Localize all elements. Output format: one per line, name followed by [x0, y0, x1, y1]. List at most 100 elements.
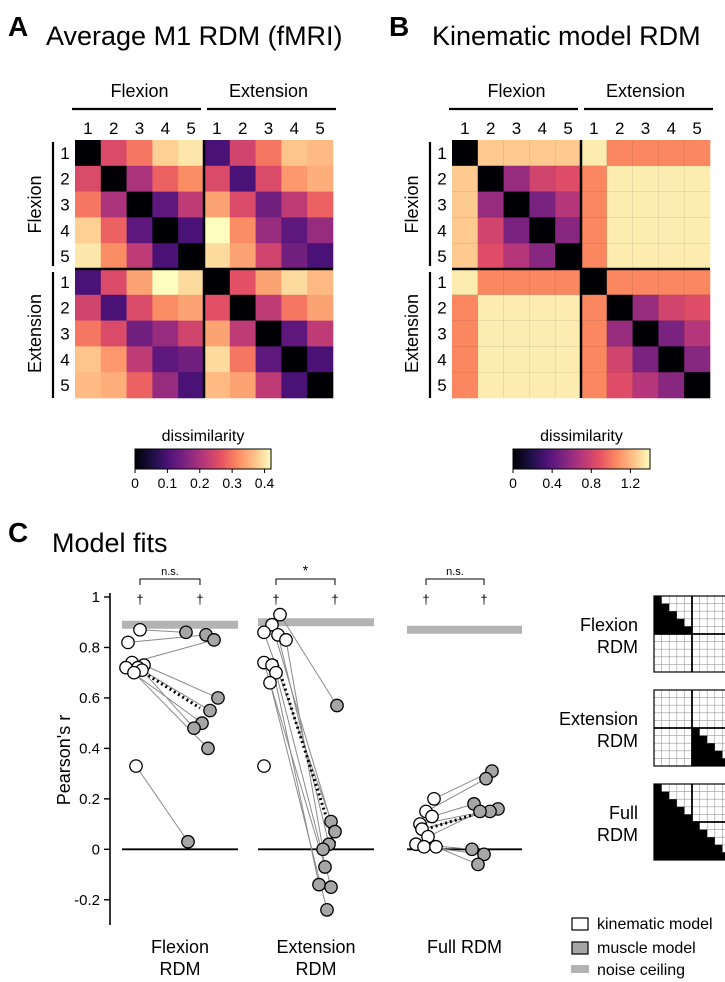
- heatmap-cell: [178, 243, 205, 270]
- colorbar-a: dissimilarity 0 0.1 0.2 0.3 0.4: [131, 428, 274, 491]
- significance-bracket: [139, 578, 201, 585]
- heatmap-cell: [529, 165, 556, 192]
- heatmap-cell: [75, 217, 102, 244]
- heatmap-cell: [503, 165, 530, 192]
- heatmap-cell: [152, 191, 179, 218]
- heatmap-cell: [204, 243, 231, 270]
- y-tick-label: 0.8: [79, 639, 100, 656]
- heatmap-cell: [477, 294, 504, 321]
- heatmap-cell: [126, 320, 153, 347]
- row-tick-label: 2: [437, 299, 446, 318]
- heatmap-cell: [204, 294, 231, 321]
- muscle-point: [320, 903, 334, 917]
- row-tick-label: 3: [437, 196, 446, 215]
- column-tick-label: 3: [641, 119, 650, 138]
- colorbar-tick-label: 0.4: [255, 475, 275, 491]
- dagger-mark: †: [196, 592, 203, 607]
- row-tick-label: 2: [437, 170, 446, 189]
- column-tick-label: 3: [512, 119, 521, 138]
- muscle-point: [330, 698, 344, 713]
- heatmap-cell: [684, 243, 711, 270]
- category-label: RDM: [296, 959, 337, 979]
- heatmap-cell: [503, 269, 530, 296]
- kinematic-point: [121, 635, 135, 650]
- heatmap-cell: [606, 372, 633, 399]
- group-label-flexion: Flexion: [110, 81, 168, 101]
- heatmap-cell: [204, 372, 231, 399]
- muscle-point: [201, 741, 215, 756]
- heatmap-cell: [126, 269, 153, 296]
- subject-line: [141, 669, 195, 729]
- heatmap-cell: [152, 165, 179, 192]
- panel-b-letter: B: [389, 11, 409, 42]
- heatmap-cell: [555, 191, 582, 218]
- heatmap-cell: [204, 140, 231, 167]
- y-tick-label: 0.2: [79, 791, 100, 808]
- heatmap-cell: [684, 320, 711, 347]
- column-tick-label: 5: [692, 119, 701, 138]
- row-tick-label: 2: [60, 299, 69, 318]
- heatmap-cell: [204, 165, 231, 192]
- muscle-point: [211, 691, 225, 705]
- kinematic-point: [269, 665, 283, 680]
- heatmap-cell: [503, 346, 530, 373]
- heatmap-cell: [452, 294, 479, 321]
- heatmap-cell: [684, 191, 711, 218]
- heatmap-cell: [452, 372, 479, 399]
- heatmap-cell: [452, 346, 479, 373]
- kinematic-point: [263, 675, 277, 690]
- heatmap-cell: [477, 243, 504, 270]
- category-label: Full RDM: [427, 937, 502, 957]
- heatmap-cell: [581, 165, 608, 192]
- heatmap-cell: [452, 165, 479, 192]
- muscle-point: [479, 771, 493, 786]
- schematic-fill: [654, 596, 692, 634]
- row-tick-label: 1: [437, 144, 446, 163]
- panel-a-letter: A: [8, 11, 28, 42]
- heatmap-cell: [606, 269, 633, 296]
- heatmap-cell: [126, 243, 153, 270]
- heatmap-cell: [632, 269, 659, 296]
- heatmap-cell: [281, 191, 308, 218]
- subject-line: [135, 765, 189, 843]
- muscle-point: [312, 877, 326, 892]
- colorbar-tick-label: 0: [509, 475, 517, 491]
- heatmap-cell: [255, 191, 282, 218]
- subject-line: [139, 629, 187, 633]
- heatmap-cell: [100, 217, 127, 244]
- kinematic-point: [429, 839, 443, 854]
- heatmap-cell: [100, 140, 127, 167]
- y-tick-label: 0.4: [79, 740, 100, 757]
- heatmap-cell: [126, 346, 153, 373]
- heatmap-cell: [503, 191, 530, 218]
- muscle-point: [477, 847, 491, 862]
- heatmap-cell: [281, 269, 308, 296]
- legend-ceiling-swatch: [571, 965, 589, 973]
- heatmap-cell: [606, 217, 633, 244]
- heatmap-cell: [452, 269, 479, 296]
- column-tick-label: 5: [563, 119, 572, 138]
- heatmap-cell: [178, 217, 205, 244]
- muscle-point: [181, 834, 195, 849]
- colorbar-gradient: [134, 448, 272, 470]
- heatmap-cell: [255, 140, 282, 167]
- row-tick-label: 3: [60, 196, 69, 215]
- heatmap-cell: [555, 372, 582, 399]
- row-tick-label: 4: [437, 221, 446, 240]
- heatmap-cell: [281, 243, 308, 270]
- dagger-mark: †: [272, 592, 279, 607]
- heatmap-cell: [632, 346, 659, 373]
- heatmap-cell: [229, 372, 256, 399]
- heatmap-cell: [581, 191, 608, 218]
- significance-label: n.s.: [446, 566, 464, 578]
- heatmap-cell: [658, 320, 685, 347]
- schematic-label: RDM: [597, 731, 638, 751]
- heatmap-cell: [126, 140, 153, 167]
- muscle-point: [316, 842, 330, 857]
- muscle-point: [207, 633, 221, 647]
- heatmap-cell: [178, 165, 205, 192]
- panel-c-title: Model fits: [52, 528, 168, 558]
- schematic-label: RDM: [597, 637, 638, 657]
- heatmap-cell: [658, 294, 685, 321]
